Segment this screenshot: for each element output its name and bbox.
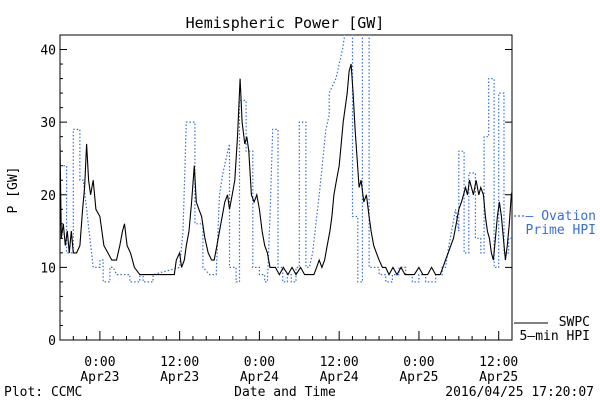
legend-label-swpc-2: 5–min HPI — [520, 329, 590, 344]
plot-frame — [59, 34, 513, 341]
y-tick-label: 10 — [40, 261, 56, 276]
x-tick-time-label: 0:00 — [84, 355, 115, 370]
x-tick-date-label: Apr25 — [399, 370, 438, 385]
series-line-swpc — [60, 63, 512, 276]
x-tick-date-label: Apr23 — [160, 370, 199, 385]
y-tick-label: 0 — [48, 334, 56, 349]
x-axis-label: Date and Time — [234, 385, 336, 400]
x-tick-time-label: 12:00 — [160, 355, 199, 370]
chart-title: Hemispheric Power [GW] — [186, 14, 385, 32]
x-tick-time-label: 12:00 — [479, 355, 518, 370]
y-tick-label: 40 — [40, 44, 56, 59]
x-tick-date-label: Apr23 — [80, 370, 119, 385]
plot-credit: Plot: CCMC — [4, 385, 82, 400]
x-tick-time-label: 12:00 — [320, 355, 359, 370]
series-layer — [60, 35, 512, 283]
x-tick-date-label: Apr24 — [320, 370, 359, 385]
x-axis-ticks: 0:00Apr2312:00Apr230:00Apr2412:00Apr240:… — [59, 331, 518, 385]
y-axis-ticks: 0 10 20 30 40 — [40, 34, 512, 349]
x-tick-date-label: Apr24 — [240, 370, 279, 385]
x-tick-date-label: Apr25 — [479, 370, 518, 385]
x-tick-time-label: 0:00 — [244, 355, 275, 370]
y-tick-label: 30 — [40, 116, 56, 131]
y-axis-label: P [GW] — [6, 167, 21, 214]
x-tick-time-label: 0:00 — [403, 355, 434, 370]
y-tick-label: 20 — [40, 189, 56, 204]
series-line-ovation — [60, 35, 512, 283]
legend-label-swpc: SWPC — [559, 315, 590, 330]
legend-label-ovation: – Ovation — [526, 209, 596, 224]
legend-label-ovation-2: Prime HPI — [526, 223, 596, 238]
plot-timestamp: 2016/04/25 17:20:07 — [445, 385, 594, 400]
